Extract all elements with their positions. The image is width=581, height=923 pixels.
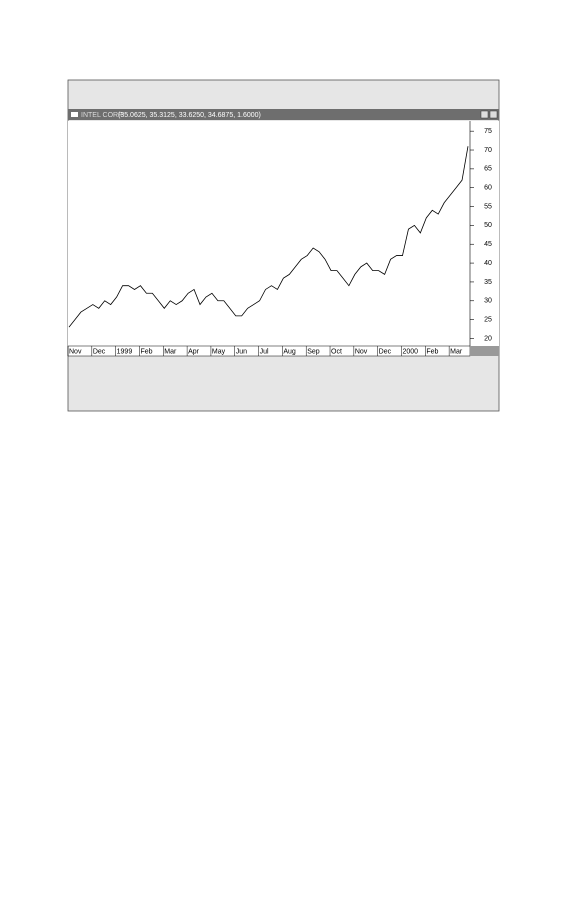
y-tick-label: 25 — [484, 316, 492, 323]
x-tick-label: Mar — [164, 348, 177, 355]
y-tick-label: 30 — [484, 298, 492, 305]
x-tick-label: Aug — [283, 348, 296, 355]
price-line — [68, 146, 469, 328]
x-tick-label: 1999 — [117, 348, 133, 355]
title-icon — [71, 112, 78, 117]
x-tick-label: Apr — [188, 348, 200, 355]
x-tick-label: Jul — [260, 348, 269, 355]
x-tick-label: Dec — [93, 348, 106, 355]
y-tick-label: 65 — [484, 166, 492, 173]
x-tick-label: May — [212, 348, 226, 355]
y-tick-label: 70 — [484, 147, 492, 154]
title-bar — [68, 109, 499, 120]
x-tick-label: Dec — [379, 348, 392, 355]
y-tick-label: 35 — [484, 279, 492, 286]
close-button[interactable] — [489, 110, 498, 119]
y-tick-label: 55 — [484, 203, 492, 210]
x-tick-label: Oct — [331, 348, 342, 355]
y-tick-label: 20 — [484, 335, 492, 342]
y-tick-label: 75 — [484, 128, 492, 135]
x-tick-label: Sep — [307, 348, 320, 355]
x-tick-label: Jun — [236, 348, 247, 355]
minimize-button[interactable] — [480, 110, 489, 119]
y-axis-area — [470, 121, 499, 346]
chart-subtitle: (35.0625, 35.3125, 33.6250, 34.6875, 1.6… — [118, 112, 261, 119]
y-tick-label: 60 — [484, 185, 492, 192]
x-tick-label: Nov — [69, 348, 82, 355]
chart-title: INTEL CORP — [81, 112, 123, 119]
y-tick-label: 40 — [484, 260, 492, 267]
plot-area — [68, 121, 470, 346]
x-tick-label: Nov — [355, 348, 368, 355]
x-tick-label: Feb — [140, 348, 152, 355]
corner-box — [470, 346, 499, 356]
x-tick-label: Feb — [426, 348, 438, 355]
y-tick-label: 45 — [484, 241, 492, 248]
x-tick-label: 2000 — [402, 348, 418, 355]
y-tick-label: 50 — [484, 222, 492, 229]
x-tick-label: Mar — [450, 348, 463, 355]
